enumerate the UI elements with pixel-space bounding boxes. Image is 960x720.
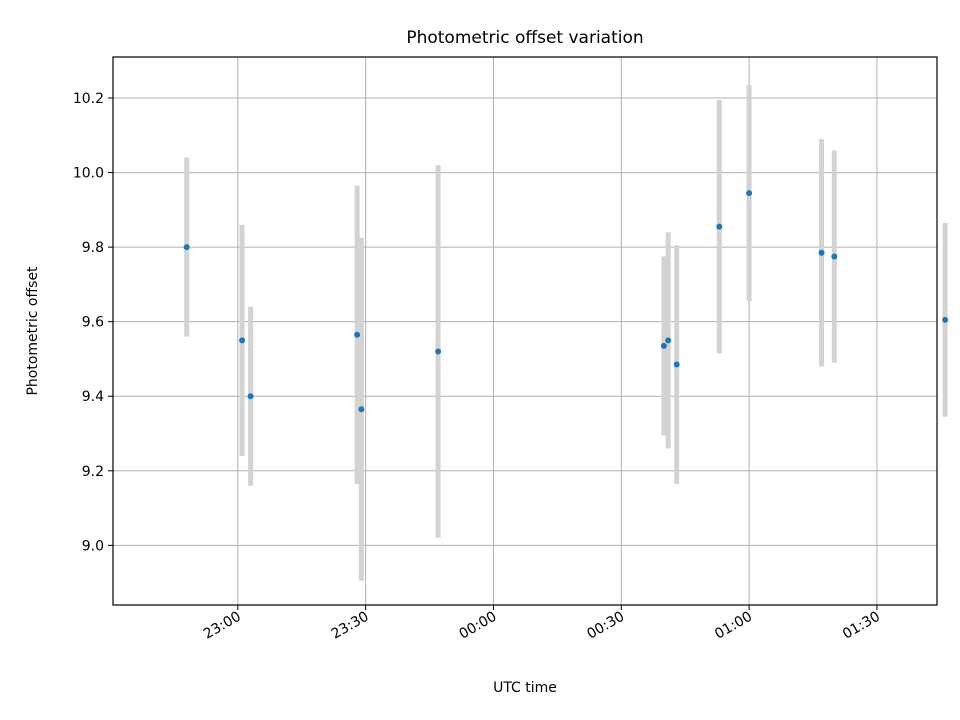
- data-point: [716, 223, 723, 230]
- data-point: [746, 190, 753, 197]
- data-point: [818, 249, 825, 256]
- data-point: [354, 331, 361, 338]
- y-tick-label: 9.4: [82, 389, 104, 405]
- x-tick-label: 01:30: [840, 609, 883, 643]
- x-tick-label: 23:00: [201, 609, 244, 643]
- plot-frame: [112, 56, 938, 606]
- grid-lines: [113, 57, 937, 605]
- data-points: [183, 190, 949, 413]
- x-axis-label: UTC time: [493, 680, 557, 696]
- data-point: [660, 342, 667, 349]
- data-point: [247, 393, 254, 400]
- y-axis-label: Photometric offset: [25, 266, 41, 396]
- y-tick-label: 10.0: [73, 166, 104, 182]
- x-axis-ticks: 23:00 23:30 00:00 00:30 01:00 01:30: [201, 605, 883, 643]
- y-tick-label: 9.6: [82, 315, 104, 331]
- data-point: [435, 348, 442, 355]
- data-point: [942, 316, 949, 323]
- data-point: [665, 337, 672, 344]
- y-tick-label: 9.8: [82, 240, 104, 256]
- data-point: [358, 406, 365, 413]
- y-tick-label: 9.2: [82, 464, 104, 480]
- y-tick-label: 10.2: [73, 91, 104, 107]
- error-bars: [184, 84, 948, 581]
- x-tick-label: 23:30: [329, 609, 372, 643]
- y-axis-ticks: 9.0 9.2 9.4 9.6 9.8 10.0 10.2: [73, 91, 113, 554]
- data-point: [673, 361, 680, 368]
- data-point: [831, 253, 838, 260]
- x-tick-label: 01:00: [712, 609, 755, 643]
- data-point: [239, 337, 246, 344]
- chart-title: Photometric offset variation: [406, 28, 643, 48]
- data-point: [183, 244, 190, 251]
- x-tick-label: 00:00: [457, 609, 500, 643]
- x-tick-label: 00:30: [584, 609, 627, 643]
- y-tick-label: 9.0: [82, 538, 104, 554]
